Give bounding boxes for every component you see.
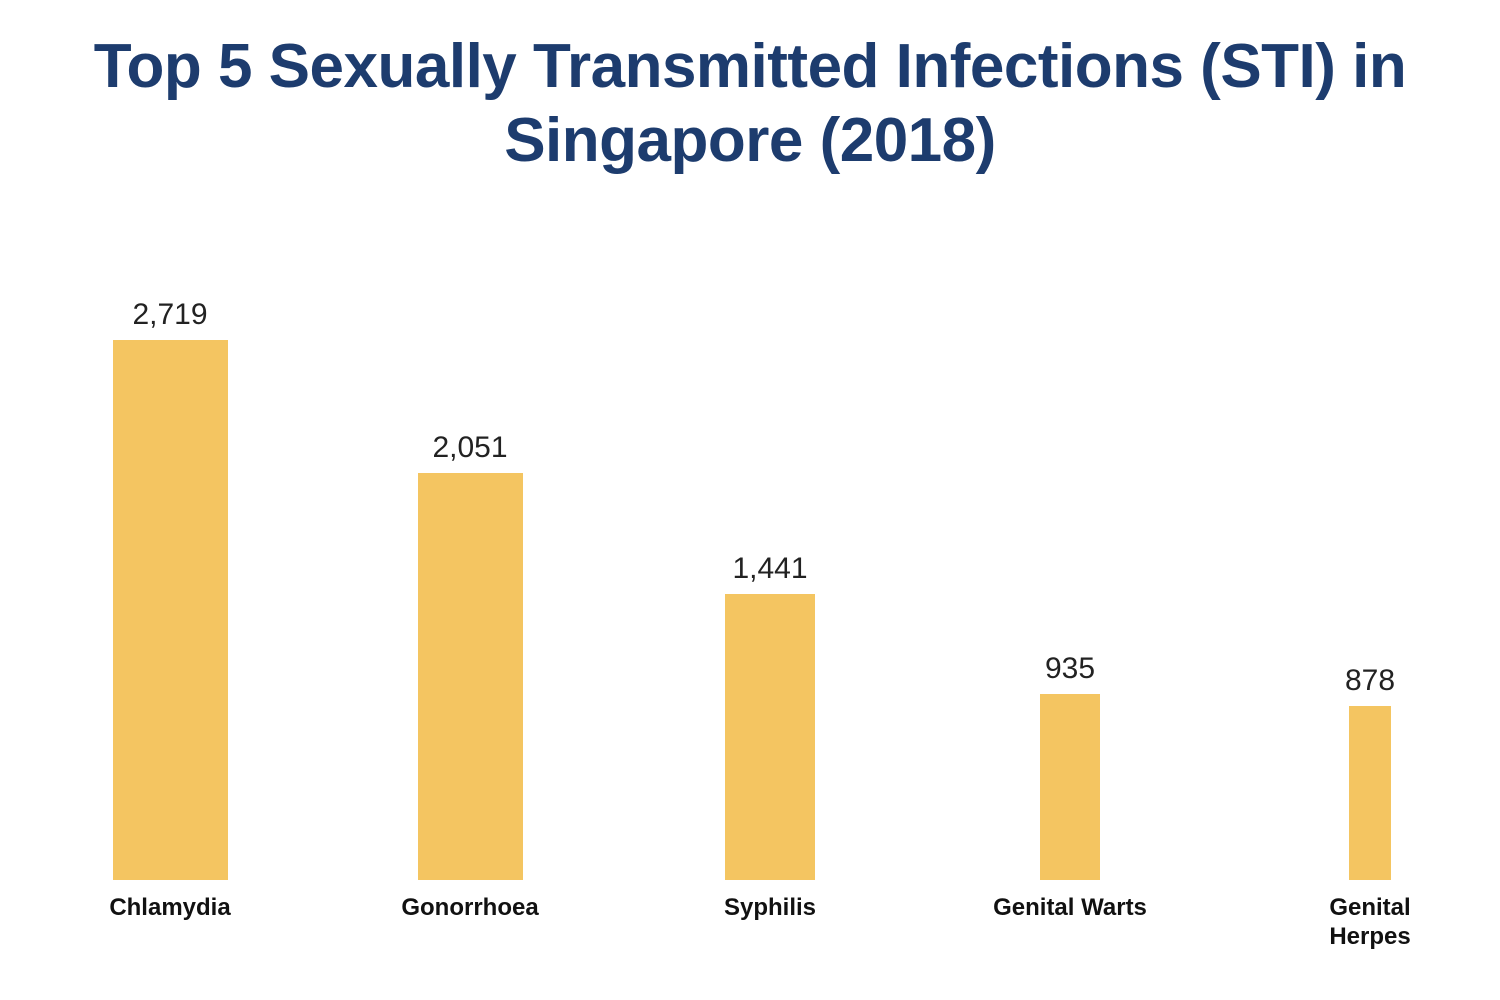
bar-value: 2,719: [132, 298, 207, 332]
bar-category: Chlamydia: [109, 894, 230, 923]
bar-chart: 2,719 Chlamydia 2,051 Gonorrhoea 1,441 S…: [100, 225, 1440, 880]
bar-group-gonorrhoea: 2,051 Gonorrhoea: [400, 473, 540, 880]
bar-category: Gonorrhoea: [401, 894, 538, 923]
bar-group-genital-herpes: 878 GenitalHerpes: [1300, 706, 1440, 880]
bar-value: 2,051: [432, 431, 507, 465]
bar-group-syphilis: 1,441 Syphilis: [700, 594, 840, 880]
bar-value: 935: [1045, 652, 1095, 686]
bar: [418, 473, 523, 880]
bar-value: 878: [1345, 664, 1395, 698]
bar-category: Syphilis: [724, 894, 816, 923]
bar-category: Genital Warts: [980, 894, 1160, 923]
bar: [113, 340, 228, 880]
bar-group-chlamydia: 2,719 Chlamydia: [100, 340, 240, 880]
bar-value: 1,441: [732, 552, 807, 586]
bar: [1349, 706, 1391, 880]
bar-group-genital-warts: 935 Genital Warts: [1000, 694, 1140, 880]
bar-category: GenitalHerpes: [1310, 894, 1430, 952]
bar: [725, 594, 815, 880]
chart-title: Top 5 Sexually Transmitted Infections (S…: [0, 0, 1500, 179]
bar: [1040, 694, 1100, 880]
